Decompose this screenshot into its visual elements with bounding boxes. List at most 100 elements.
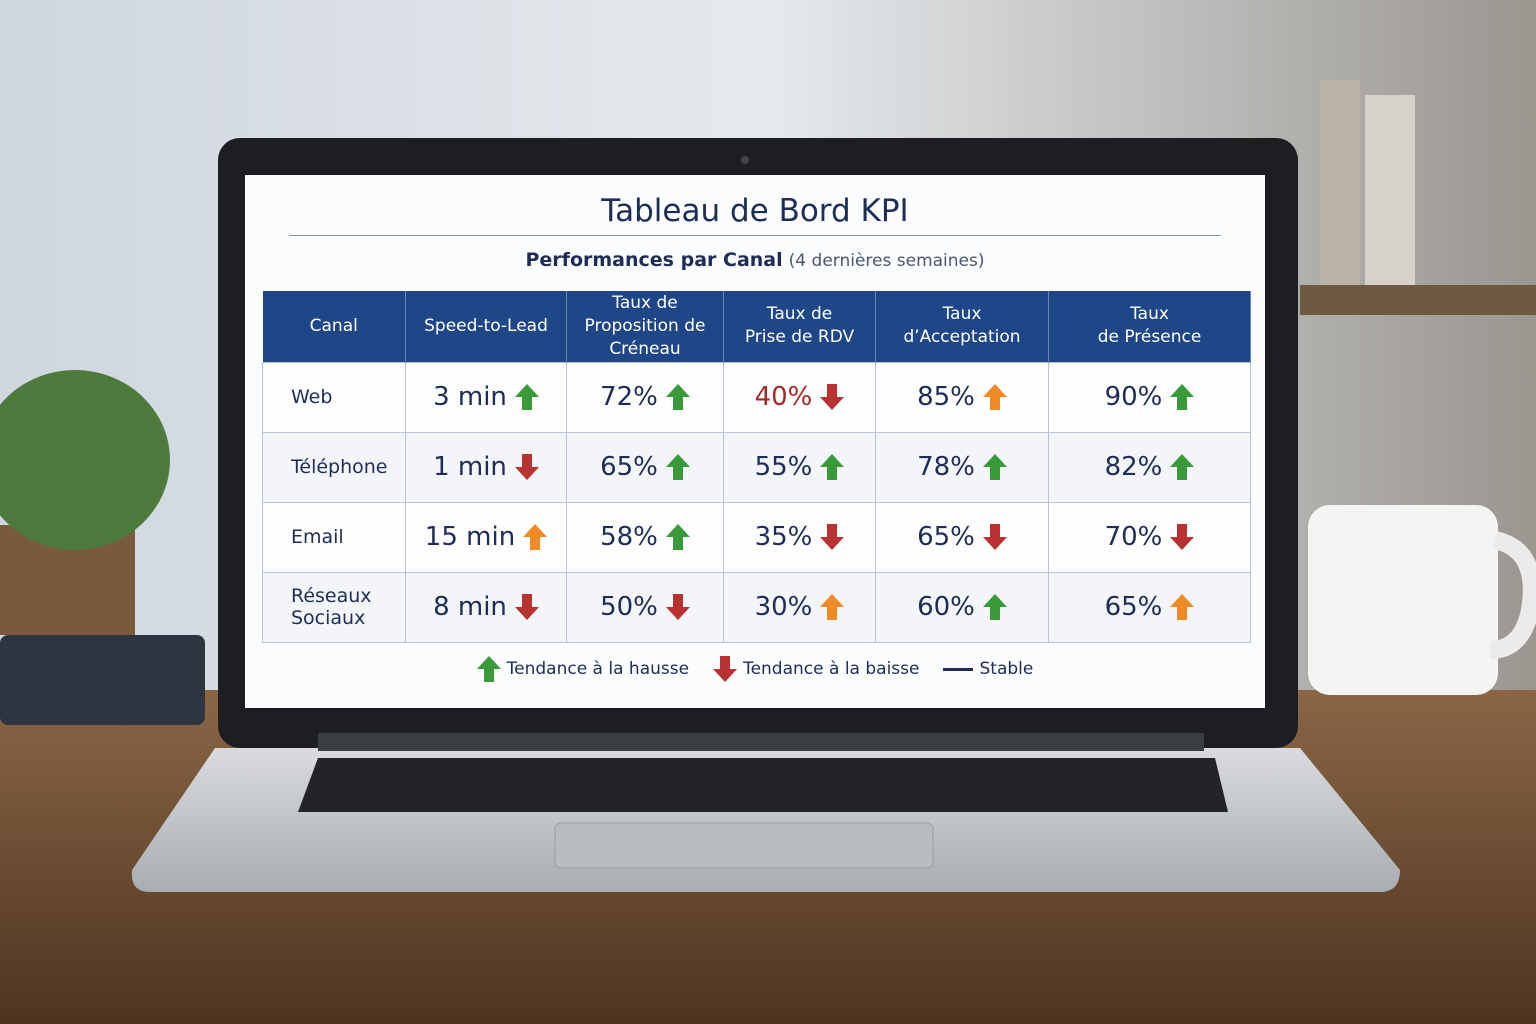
table-cell: 58% (566, 501, 724, 573)
subtitle-main: Performances par Canal (525, 249, 783, 271)
table-cell: 85% (875, 361, 1049, 433)
screen: Tableau de Bord KPI Performances par Can… (245, 175, 1265, 708)
column-header: Taux d’Acceptation (875, 291, 1049, 363)
arrow-shape (982, 454, 1007, 481)
cell-value: 3 min (433, 382, 507, 413)
cell-value: 72% (600, 382, 658, 413)
kpi-table: Canal Speed-to-Lead Taux de Proposition de… (262, 291, 1251, 643)
trend-arrow (1170, 454, 1195, 481)
cell-content: 72% (600, 382, 690, 412)
table-cell: 65% (566, 431, 724, 503)
table-row: Téléphone 1 min 65% 55% 78% 82% (262, 431, 1251, 503)
trend-arrow (943, 668, 974, 671)
arrow-shape (820, 454, 845, 481)
trend-arrow (1170, 594, 1195, 621)
arrow-shape (665, 454, 690, 481)
trend-arrow (514, 384, 539, 411)
cell-value: 15 min (424, 522, 516, 553)
arrow-shape (523, 524, 548, 551)
table-cell: 65% (1048, 571, 1251, 643)
table-cell: 40% (723, 361, 876, 433)
arrow-shape (820, 384, 845, 411)
legend-label: Stable (979, 659, 1034, 679)
arrow-shape (665, 594, 690, 621)
row-label: Téléphone (262, 431, 406, 503)
table-cell: 82% (1048, 431, 1251, 503)
cell-content: 65% (1105, 592, 1195, 622)
trend-arrow (665, 594, 690, 621)
cell-content: 3 min (433, 382, 539, 412)
cell-value: 70% (1104, 522, 1163, 553)
cell-content: 82% (1105, 452, 1195, 482)
cell-value: 90% (1104, 382, 1163, 413)
table-cell: 35% (723, 501, 876, 573)
arrow-shape (665, 524, 690, 551)
cell-content: 85% (917, 382, 1007, 412)
arrow-shape (982, 594, 1007, 621)
trend-arrow (665, 454, 690, 481)
shelf (1300, 285, 1536, 315)
keyboard (298, 758, 1228, 812)
table-cell: 78% (875, 431, 1049, 503)
cell-value: 50% (600, 592, 658, 623)
arrow-shape (943, 668, 974, 671)
row-label: Email (262, 501, 406, 573)
table-cell: 3 min (405, 361, 567, 433)
table-row: Web 3 min 72% 40% 85% 90% (262, 361, 1251, 433)
cell-value: 82% (1104, 452, 1163, 483)
cell-content: 55% (755, 452, 845, 482)
title: Tableau de Bord KPI (601, 193, 909, 229)
cell-value: 40% (754, 382, 813, 413)
subtitle-period: (4 dernières semaines) (788, 251, 985, 271)
subtitle: Performances par Canal (4 dernières sema… (245, 249, 1265, 271)
cell-content: 1 min (433, 452, 539, 482)
cell-value: 65% (1104, 592, 1163, 623)
divider (289, 235, 1221, 236)
cell-content: 35% (755, 522, 845, 552)
arrow-shape (514, 384, 539, 411)
table-cell: 50% (566, 571, 724, 643)
header-row: Canal Speed-to-Lead Taux de Proposition de… (262, 291, 1251, 363)
trend-arrow (820, 524, 845, 551)
table-cell: 70% (1048, 501, 1251, 573)
cell-content: 65% (600, 452, 690, 482)
table-cell: 55% (723, 431, 876, 503)
arrow-shape (514, 454, 539, 481)
column-header: Speed-to-Lead (405, 291, 567, 363)
row-label: Réseaux Sociaux (262, 571, 406, 643)
cell-content: 50% (600, 592, 690, 622)
arrow-shape (1170, 384, 1195, 411)
cell-value: 8 min (433, 592, 507, 623)
cell-value: 1 min (433, 452, 507, 483)
cell-value: 65% (600, 452, 658, 483)
column-header: Taux de Prise de RDV (723, 291, 876, 363)
column-header: Canal (262, 291, 406, 363)
book (1365, 95, 1415, 285)
trackpad (554, 822, 934, 869)
table-cell: 72% (566, 361, 724, 433)
column-header: Taux de Proposition de Créneau (566, 291, 724, 363)
cell-value: 55% (754, 452, 813, 483)
cell-content: 58% (600, 522, 690, 552)
table-cell: 90% (1048, 361, 1251, 433)
table-cell: 60% (875, 571, 1049, 643)
plant (0, 370, 170, 550)
table-cell: 1 min (405, 431, 567, 503)
trend-arrow (982, 594, 1007, 621)
legend: Tendance à la hausse Tendance à la baisse… (245, 655, 1265, 683)
arrow-shape (1170, 454, 1195, 481)
cell-content: 90% (1105, 382, 1195, 412)
trend-arrow (476, 656, 501, 682)
cell-content: 70% (1105, 522, 1195, 552)
legend-label: Tendance à la baisse (743, 659, 920, 679)
arrow-shape (514, 594, 539, 621)
column-header: Taux de Présence (1048, 291, 1251, 363)
hinge (318, 733, 1204, 751)
cell-content: 60% (917, 592, 1007, 622)
trend-arrow (713, 656, 738, 682)
arrow-shape (982, 524, 1007, 551)
arrow-shape (982, 384, 1007, 411)
trend-arrow (514, 454, 539, 481)
trend-arrow (665, 524, 690, 551)
